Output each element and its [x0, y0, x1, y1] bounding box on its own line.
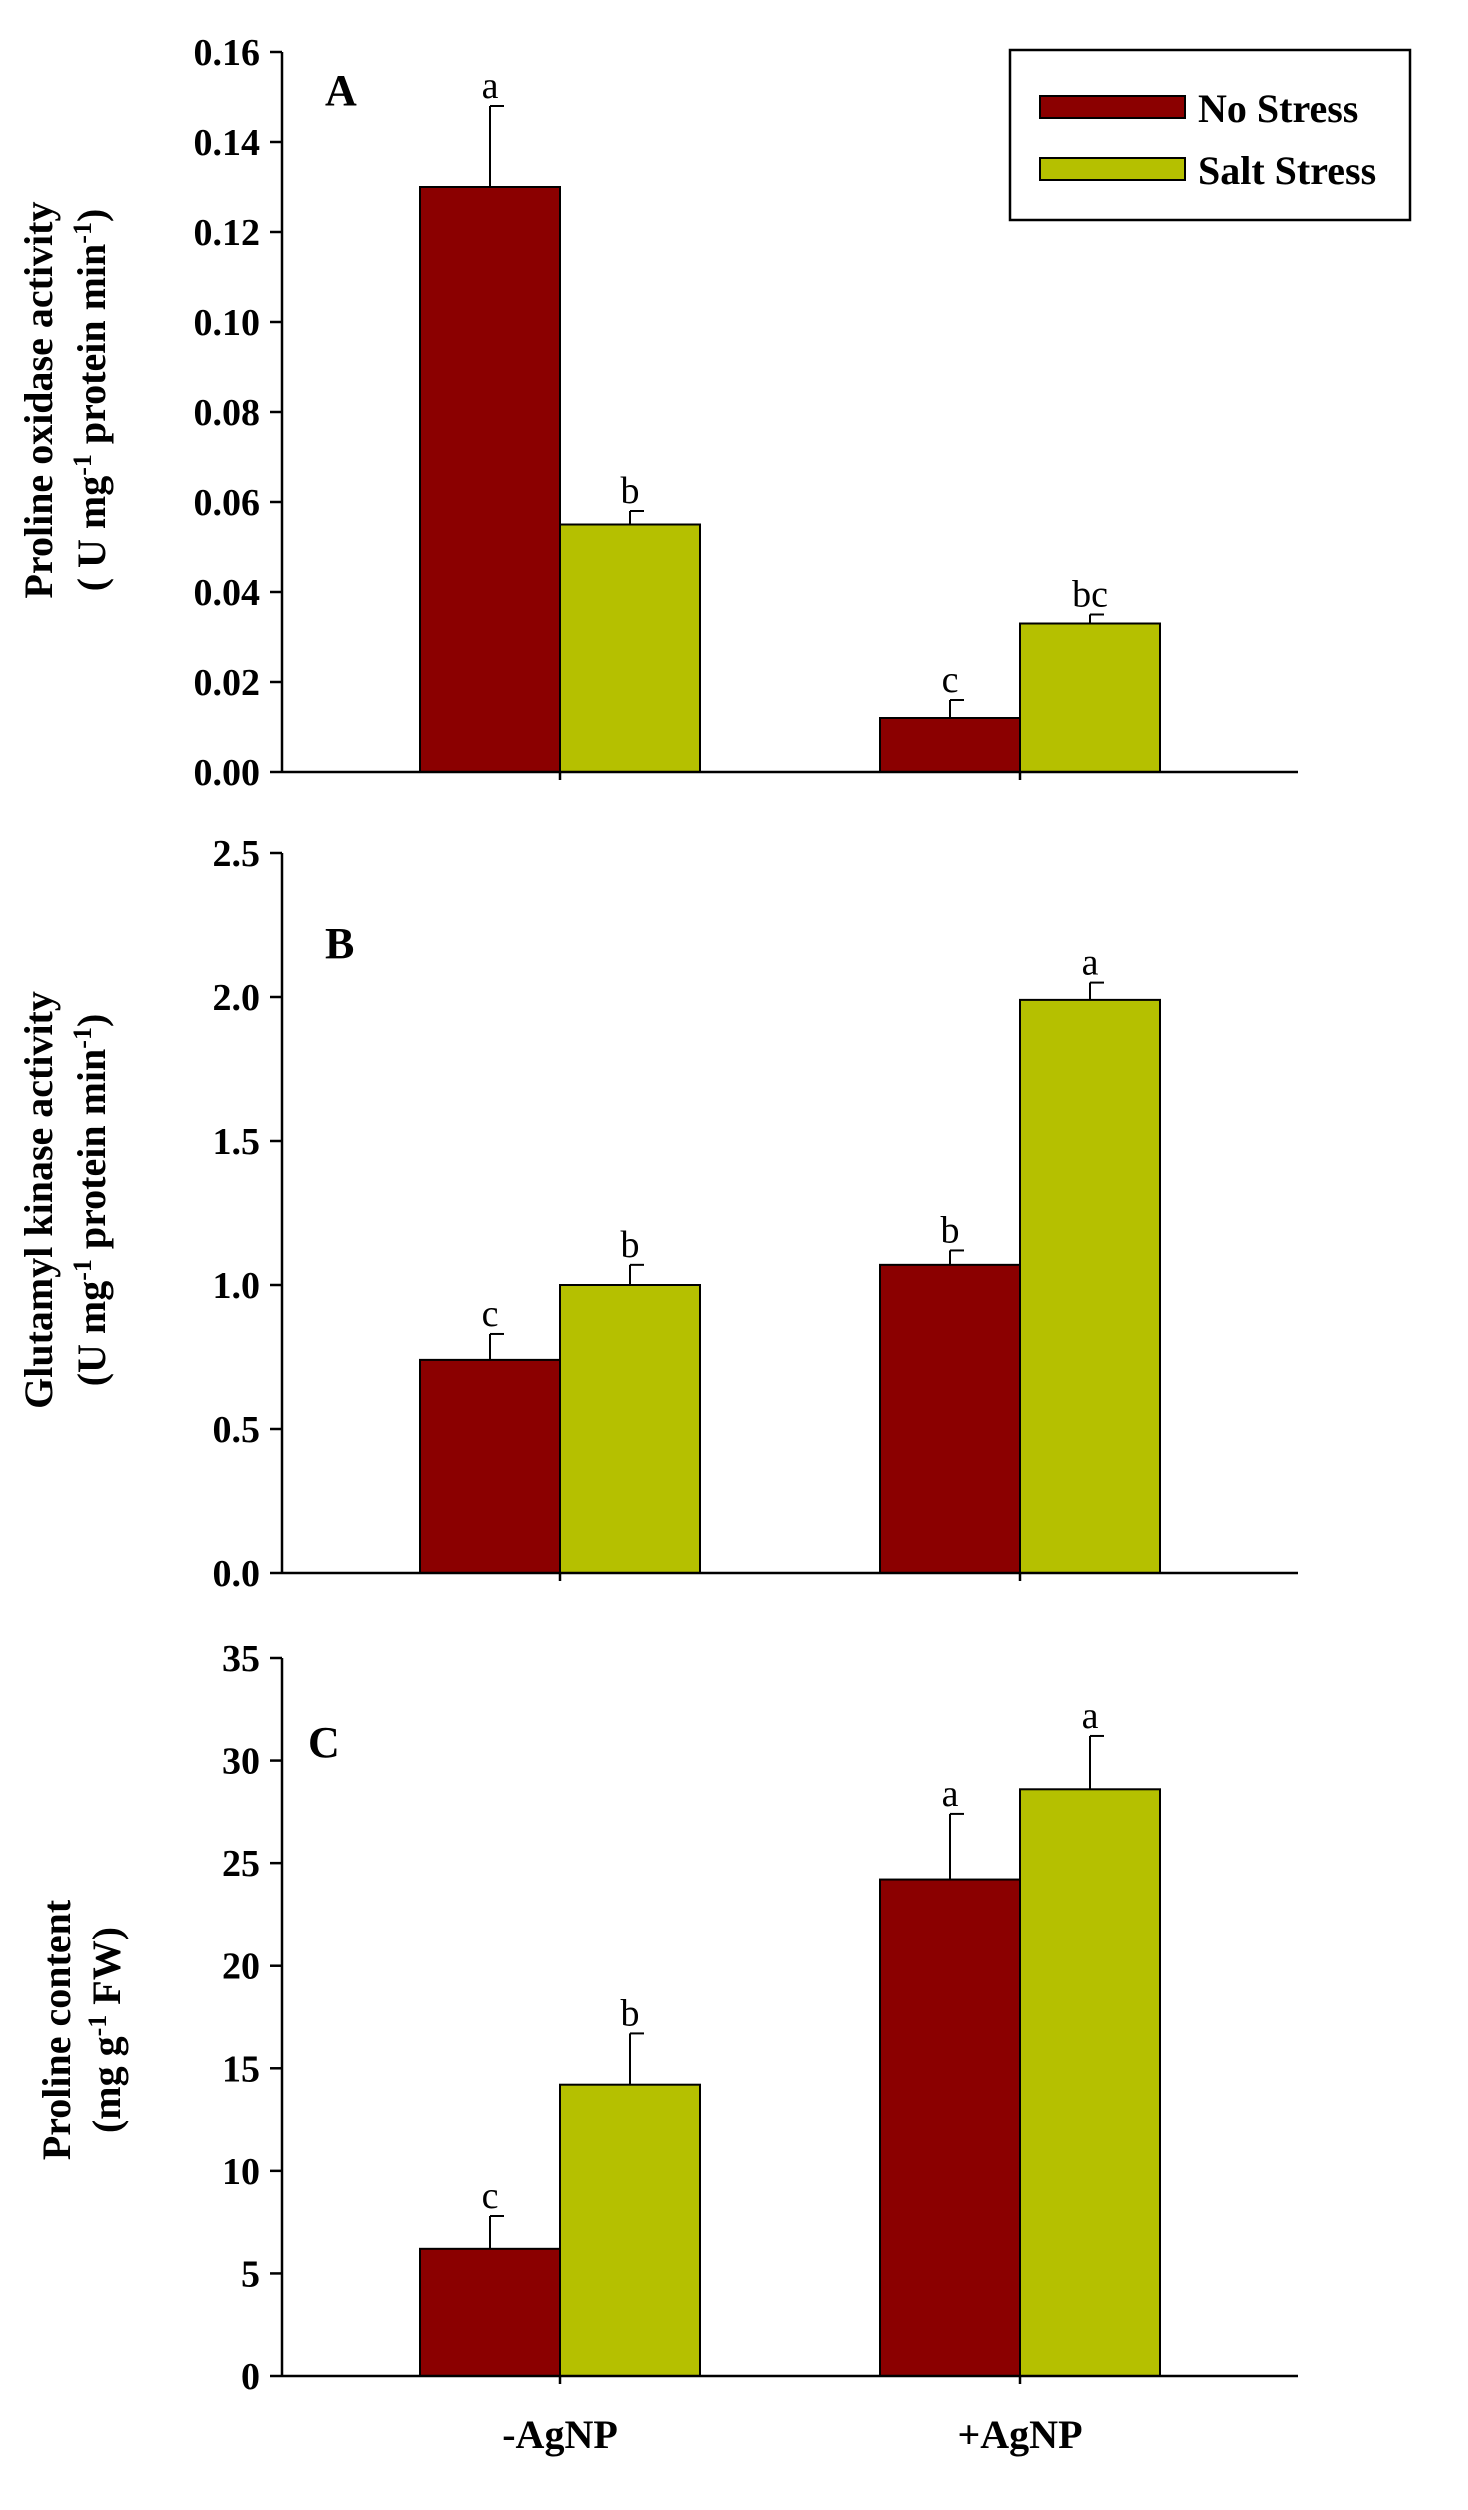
- x-category-label: -AgNP: [502, 2412, 618, 2457]
- bar-salt-stress: [1019, 1788, 1161, 2377]
- y-axis-label: Glutamyl kinase activity (U mg-1 protein…: [16, 991, 114, 1409]
- y-tick-label: 2.5: [213, 833, 261, 875]
- y-axis-label-line1: Proline content: [34, 1899, 79, 2160]
- y-axis-label-line1: Glutamyl kinase activity: [16, 991, 61, 1409]
- y-tick-label: 0.12: [194, 212, 261, 254]
- significance-letter: a: [1082, 942, 1099, 984]
- significance-letter: b: [621, 1992, 640, 2034]
- significance-letter: b: [941, 1209, 960, 1251]
- y-tick-label: 10: [222, 2151, 260, 2193]
- bars: c b b a: [419, 942, 1161, 1574]
- y-tick-label: 0.5: [213, 1409, 261, 1451]
- y-tick-label: 1.0: [213, 1265, 261, 1307]
- y-axis-label-line2: (mg g-1 FW): [83, 1927, 130, 2133]
- y-tick-label: 0.16: [194, 32, 261, 74]
- y-axis-label-line1: Proline oxidase activity: [16, 202, 61, 599]
- y-tick-label: 0.10: [194, 302, 261, 344]
- bar-no-stress: [419, 1358, 561, 1574]
- significance-letter: c: [942, 659, 959, 701]
- bar-no-stress: [419, 186, 561, 773]
- legend-swatch-salt-stress: [1039, 157, 1186, 181]
- y-axis-ticks: 0.00 0.02 0.04 0.06 0.08 0.10 0.12 0.14 0.16: [194, 32, 282, 794]
- y-tick-label: 1.5: [213, 1121, 261, 1163]
- bar-no-stress: [879, 717, 1021, 773]
- panel-letter: B: [325, 919, 354, 968]
- bar-salt-stress: [1019, 998, 1161, 1574]
- y-axis-ticks: 0.0 0.5 1.0 1.5 2.0 2.5: [213, 833, 282, 1595]
- y-axis-label: Proline oxidase activity ( U mg-1 protei…: [16, 202, 114, 599]
- significance-letter: c: [482, 1293, 499, 1335]
- y-tick-label: 35: [222, 1638, 260, 1680]
- significance-letter: bc: [1072, 574, 1108, 616]
- bar-no-stress: [879, 1263, 1021, 1574]
- y-tick-label: 30: [222, 1741, 260, 1783]
- y-tick-label: 0.00: [194, 752, 261, 794]
- bars: a c b bc: [419, 65, 1161, 773]
- y-tick-label: 0.06: [194, 482, 261, 524]
- y-tick-label: 25: [222, 1843, 260, 1885]
- bars: c a b a: [419, 1695, 1161, 2378]
- panel-b: B Glutamyl kinase activity (U mg-1 prote…: [16, 833, 1298, 1595]
- y-tick-label: 0: [241, 2356, 260, 2398]
- x-category-label: +AgNP: [958, 2412, 1083, 2457]
- y-axis-label-line2: ( U mg-1 protein min-1): [68, 209, 115, 592]
- y-tick-label: 0.14: [194, 122, 261, 164]
- y-tick-label: 5: [241, 2253, 260, 2295]
- legend-swatch-no-stress: [1039, 95, 1186, 119]
- legend-label-salt-stress: Salt Stress: [1198, 148, 1376, 193]
- legend-label-no-stress: No Stress: [1198, 86, 1358, 131]
- panel-letter: C: [308, 1718, 340, 1767]
- legend: No Stress Salt Stress: [1008, 48, 1412, 222]
- legend-box: [1008, 48, 1412, 222]
- y-tick-label: 20: [222, 1946, 260, 1988]
- significance-letter: a: [1082, 1695, 1099, 1737]
- y-tick-label: 0.0: [213, 1553, 261, 1595]
- significance-letter: c: [482, 2175, 499, 2217]
- y-tick-label: 0.04: [194, 572, 261, 614]
- bar-salt-stress: [559, 1284, 701, 1574]
- panel-c: C Proline content (mg g-1 FW) 0 5 10 15 20 25…: [34, 1638, 1298, 2457]
- y-tick-label: 0.08: [194, 392, 261, 434]
- y-axis-label: Proline content (mg g-1 FW): [34, 1899, 129, 2160]
- bar-salt-stress: [559, 523, 701, 773]
- bar-salt-stress: [559, 2083, 701, 2377]
- significance-letter: b: [621, 1224, 640, 1266]
- bar-no-stress: [879, 1878, 1021, 2378]
- significance-letter: a: [482, 65, 499, 107]
- y-axis-label-line2: (U mg-1 protein min-1): [68, 1014, 115, 1387]
- y-tick-label: 0.02: [194, 662, 261, 704]
- bar-salt-stress: [1019, 622, 1161, 773]
- bar-no-stress: [419, 2247, 561, 2378]
- y-tick-label: 15: [222, 2048, 260, 2090]
- significance-letter: a: [942, 1773, 959, 1815]
- panel-letter: A: [325, 66, 357, 115]
- y-axis-ticks: 0 5 10 15 20 25 30 35: [222, 1638, 282, 2398]
- y-tick-label: 2.0: [213, 977, 261, 1019]
- panel-a: A Proline oxidase activity ( U mg-1 prot…: [16, 32, 1298, 794]
- significance-letter: b: [621, 470, 640, 512]
